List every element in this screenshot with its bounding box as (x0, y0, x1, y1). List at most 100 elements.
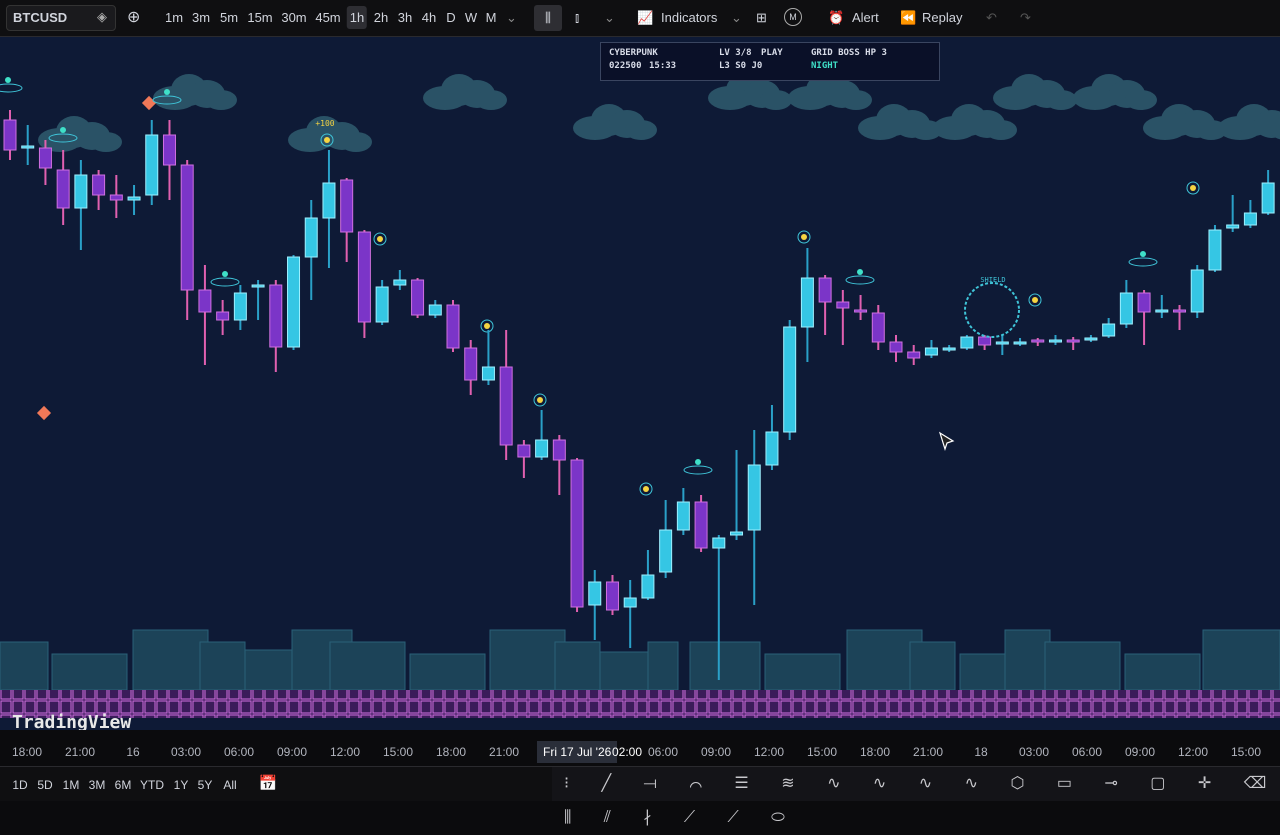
hud-mode: NIGHT (811, 61, 839, 71)
building (132, 629, 209, 691)
candle-body (198, 289, 212, 313)
alert[interactable]: Alert (852, 10, 879, 25)
candle-body (818, 277, 832, 303)
ufo (152, 95, 182, 105)
building (199, 641, 246, 691)
ufo (0, 83, 23, 93)
candle-body (605, 581, 619, 611)
replay[interactable]: Replay (922, 10, 963, 25)
building (51, 653, 128, 691)
chart-type[interactable]: ⫼ (534, 5, 562, 31)
time-label: 12:00 (1177, 745, 1209, 759)
candle-body (269, 284, 283, 348)
add-symbol[interactable]: ⊕ (127, 9, 141, 26)
candle-wick (522, 440, 525, 478)
candle-body (1226, 224, 1240, 229)
range-button[interactable]: 5Y (197, 778, 213, 792)
time-label: 18:00 (859, 745, 891, 759)
candle-body (1137, 292, 1151, 313)
building (764, 653, 841, 691)
ufo (1128, 257, 1158, 267)
chart-style[interactable]: ⫾ (575, 10, 580, 25)
time-label: 12:00 (753, 745, 785, 759)
candle-body (960, 336, 974, 349)
hud-clock: 15:33 (649, 61, 677, 71)
candle-body (1208, 229, 1222, 271)
page: BTCUSD ◈ ⊕ 1m 3m 5m 15m 30m 45m 1h 2h 3h 4h D W M ⌄ ⫼… (0, 5, 1280, 826)
building (689, 641, 761, 691)
range-button[interactable]: 5D (37, 778, 53, 792)
building (409, 653, 486, 691)
interval[interactable]: M (485, 10, 497, 25)
hud-level: LV 3/8 (719, 48, 752, 58)
candle-wick (257, 280, 260, 320)
range-button[interactable]: 1D (12, 778, 28, 792)
cloud (625, 120, 657, 140)
indicators[interactable]: Indicators (661, 10, 718, 25)
range-button[interactable]: 1Y (173, 778, 189, 792)
drawing-tools[interactable]: ⁝ ╱ ⟞ ⌒ ☰ ≋ ∿ ∿ ∿ ∿ ⬡ ▭ ⊸ ▢ ✛ ⌫ ⫼ ⫽ ∤ ⟋ … (552, 767, 1280, 826)
goto-date[interactable]: 📅 (258, 775, 278, 792)
indicators-menu[interactable]: ⌄ (731, 10, 742, 25)
layouts[interactable]: ⊞ (756, 10, 767, 25)
interval[interactable]: 1m (164, 10, 184, 25)
candle-body (995, 341, 1009, 345)
candle-wick (859, 295, 862, 320)
candle-body (517, 444, 531, 458)
time-label: 21:00 (912, 745, 944, 759)
candle-body (411, 279, 425, 316)
neon-floor (0, 690, 1280, 718)
range-button[interactable]: 1M (62, 778, 80, 792)
symbol-search[interactable]: BTCUSD ◈ (6, 5, 116, 31)
candle-wick (26, 125, 29, 165)
candle-body (375, 286, 389, 323)
interval[interactable]: W (464, 10, 478, 25)
badge[interactable]: M (784, 8, 802, 26)
ufo-light (5, 77, 11, 83)
building (647, 641, 679, 691)
redo[interactable]: ↷ (1020, 10, 1031, 25)
symbol[interactable]: BTCUSD (13, 10, 68, 25)
range-button[interactable]: All (223, 778, 237, 792)
candle-body (216, 311, 230, 321)
interval[interactable]: 15m (247, 10, 273, 25)
ufo-light (60, 127, 66, 133)
time-label: 16 (126, 745, 140, 759)
candle-body (1243, 212, 1257, 226)
building (1202, 629, 1280, 691)
range-button[interactable]: 6M (114, 778, 132, 792)
coin-ring (320, 133, 334, 147)
interval[interactable]: 4h (421, 10, 437, 25)
cloud (1270, 120, 1280, 140)
time-label: 15:00 (382, 745, 414, 759)
interval[interactable]: 45m (315, 10, 341, 25)
candle-wick (1160, 295, 1163, 318)
style-menu[interactable]: ⌄ (604, 10, 615, 25)
time-label: 09:00 (1124, 745, 1156, 759)
interval[interactable]: 5m (219, 10, 239, 25)
interval[interactable]: 3m (191, 10, 211, 25)
interval[interactable]: 30m (281, 10, 307, 25)
indicators-icon[interactable]: 📈 (637, 10, 654, 25)
hud-state: PLAY (761, 48, 783, 58)
interval[interactable]: 1h (346, 6, 368, 29)
replay-icon[interactable]: ⏪ (900, 10, 917, 25)
interval[interactable]: D (446, 10, 456, 25)
candle-wick (558, 435, 561, 495)
time-label: 12:00 (329, 745, 361, 759)
building (554, 641, 601, 691)
interval[interactable]: 3h (397, 10, 413, 25)
candle-body (127, 196, 141, 201)
range-button[interactable]: 3M (88, 778, 106, 792)
candle-body (535, 439, 549, 458)
interval[interactable]: 2h (373, 10, 389, 25)
interval-menu[interactable]: ⌄ (506, 10, 517, 25)
time-label: 21:00 (64, 745, 96, 759)
undo[interactable]: ↶ (986, 10, 997, 25)
time-label: 21:00 (488, 745, 520, 759)
cursor (938, 431, 955, 451)
candle-body (1048, 339, 1062, 343)
bottom-toolbar: 📅 ⁝ ╱ ⟞ ⌒ ☰ ≋ ∿ ∿ ∿ ∿ ⬡ ▭ ⊸ ▢ ✛ ⌫ ⫼ ⫽ ∤ … (0, 766, 1280, 826)
range-button[interactable]: YTD (140, 778, 164, 792)
alert-icon[interactable]: ⏰ (828, 10, 845, 25)
